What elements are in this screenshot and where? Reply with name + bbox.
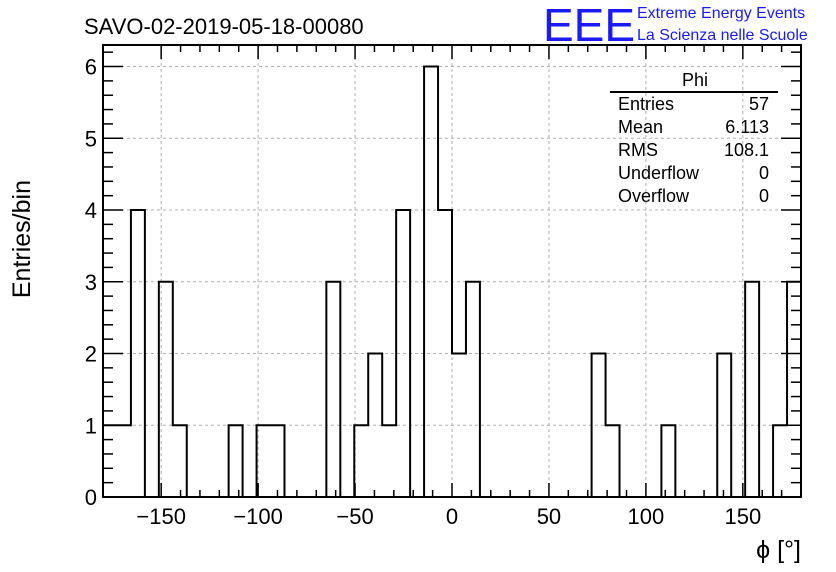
x-tick-label: 0 — [446, 504, 458, 529]
histogram-bin — [103, 425, 117, 497]
y-tick-labels: 0 1 2 3 4 5 6 — [85, 55, 97, 510]
x-tick-labels: −150 −100 −50 0 50 100 150 — [136, 504, 761, 529]
histogram-bin — [173, 425, 187, 497]
histogram-bin — [117, 425, 131, 497]
x-tick-label: 100 — [628, 504, 665, 529]
y-tick-label: 0 — [85, 485, 97, 510]
stats-value-underflow: 0 — [759, 163, 769, 183]
x-tick-label: 150 — [724, 504, 761, 529]
plot-frame — [102, 44, 802, 498]
stats-label-entries: Entries — [618, 94, 674, 114]
histogram-bin — [382, 425, 396, 497]
y-tick-label: 3 — [85, 270, 97, 295]
x-tick-label: −100 — [233, 504, 283, 529]
eee-logo-mark: EEE — [543, 0, 635, 51]
histogram-bin — [606, 425, 620, 497]
y-tick-label: 6 — [85, 55, 97, 80]
stats-value-rms: 108.1 — [724, 140, 769, 160]
stats-value-entries: 57 — [749, 94, 769, 114]
histogram-bin — [326, 282, 340, 497]
y-tick-label: 2 — [85, 342, 97, 367]
histogram-bin — [271, 425, 285, 497]
x-tick-label: −50 — [336, 504, 373, 529]
histogram-bin — [354, 425, 368, 497]
x-tick-label: −150 — [136, 504, 186, 529]
stats-label-mean: Mean — [618, 117, 663, 137]
x-axis-title: ϕ [°] — [756, 536, 801, 564]
logo-line-1: Extreme Energy Events — [637, 5, 805, 22]
histogram-bin — [229, 425, 243, 497]
stats-value-mean: 6.113 — [725, 117, 769, 137]
histogram-bin — [745, 282, 759, 497]
stats-label-rms: RMS — [618, 140, 658, 160]
eee-logo: EEE Extreme Energy Events La Scienza nel… — [543, 0, 808, 51]
stats-title: Phi — [682, 70, 708, 90]
x-tick-label: 50 — [537, 504, 561, 529]
logo-line-2: La Scienza nelle Scuole — [637, 27, 808, 44]
histogram-bin — [787, 282, 801, 497]
histogram-bin — [773, 425, 787, 497]
histogram-bin — [661, 425, 675, 497]
histogram-bin — [466, 282, 480, 497]
y-tick-label: 4 — [85, 198, 97, 223]
y-tick-label: 1 — [85, 413, 97, 438]
y-axis-title: Entries/bin — [8, 180, 36, 298]
run-title: SAVO-02-2019-05-18-00080 — [84, 14, 364, 39]
stats-value-overflow: 0 — [759, 186, 769, 206]
y-tick-label: 5 — [85, 126, 97, 151]
stats-label-underflow: Underflow — [618, 163, 700, 183]
stats-label-overflow: Overflow — [618, 186, 690, 206]
stats-box: Phi Entries 57 Mean 6.113 RMS 108.1 Unde… — [610, 70, 778, 206]
